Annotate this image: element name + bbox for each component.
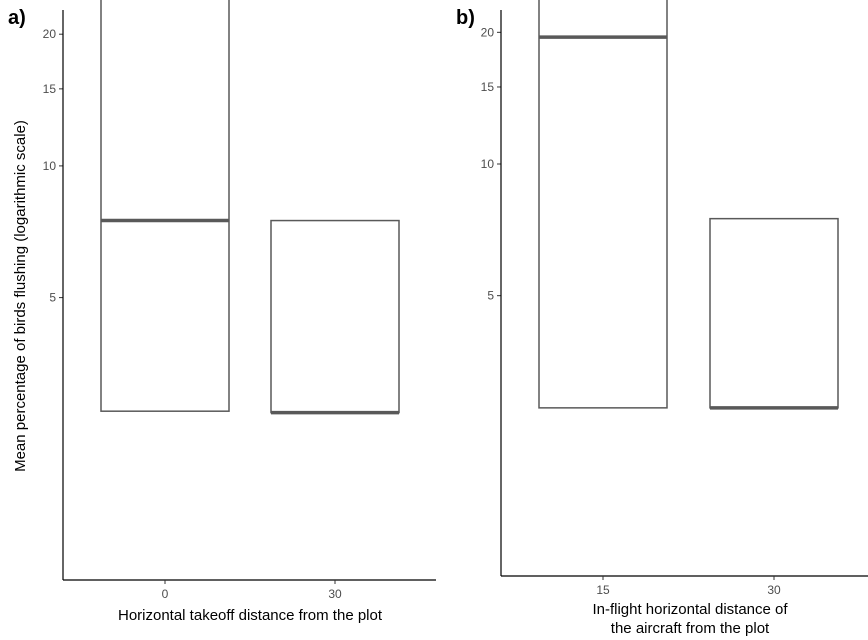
panel-b-y-tick-label-20: 20 <box>481 25 495 39</box>
box-body <box>538 0 668 409</box>
panel-b-box-30 <box>709 217 839 410</box>
box-body <box>100 0 230 412</box>
y-axis-title: Mean percentage of birds flushing (logar… <box>12 120 29 472</box>
panel-b-x-axis-title-line1: In-flight horizontal distance of <box>592 601 788 618</box>
panel-a-x-tick-label-30: 30 <box>328 587 342 601</box>
panel-a-box-30 <box>270 219 400 415</box>
panel-b-label: b) <box>456 7 475 29</box>
panel-a-x-tick-label-0: 0 <box>162 587 169 601</box>
panel-a-x-axis-title: Horizontal takeoff distance from the plo… <box>118 607 383 624</box>
panel-a-y-tick-label-15: 15 <box>43 82 57 96</box>
panel-a-y-tick-label-10: 10 <box>43 159 57 173</box>
panel-b-y-tick-label-15: 15 <box>481 80 495 94</box>
panel-b-x-axis-title-line2: the aircraft from the plot <box>611 620 770 637</box>
panel-a-box-0 <box>100 0 230 412</box>
panel-a-y-tick-label-20: 20 <box>43 27 57 41</box>
panel-b-y-tick-label-10: 10 <box>481 157 495 171</box>
panel-b-box-15 <box>538 0 668 409</box>
panel-b-y-tick-label-5: 5 <box>487 289 494 303</box>
box-body <box>270 219 400 414</box>
box-body <box>709 217 839 409</box>
panel-b-x-tick-label-30: 30 <box>767 583 781 597</box>
panel-a: a) 51015202530 030 Horizontal takeoff di… <box>8 0 436 624</box>
panel-b-x-tick-label-15: 15 <box>596 583 610 597</box>
panel-a-label: a) <box>8 7 26 29</box>
panel-a-y-tick-label-5: 5 <box>49 291 56 305</box>
